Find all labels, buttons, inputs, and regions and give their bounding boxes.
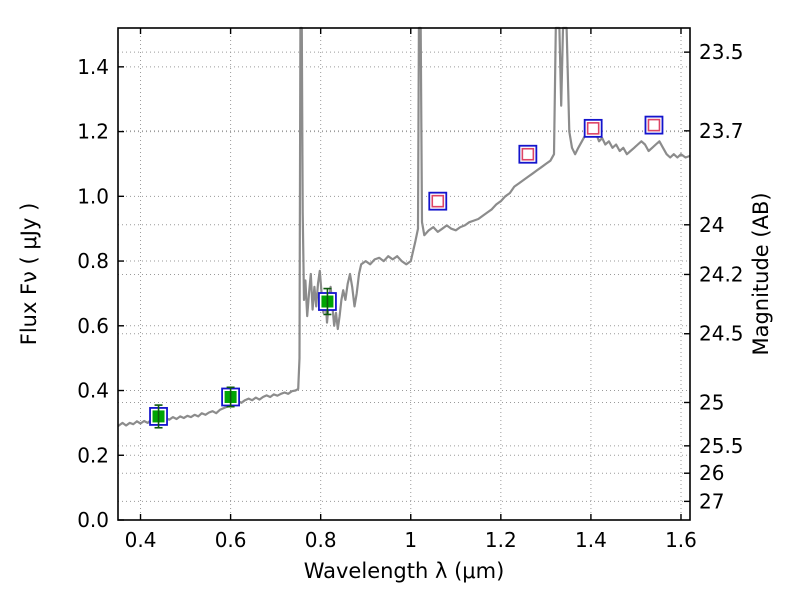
y-tick-right-label: 24.5 bbox=[699, 322, 744, 346]
y-tick-right-label: 26 bbox=[699, 461, 724, 485]
photometry-point-open bbox=[583, 118, 603, 138]
marker-inner-square bbox=[431, 194, 445, 208]
x-tick-label: 1.6 bbox=[665, 528, 697, 552]
grid bbox=[118, 28, 690, 521]
x-tick-label: 1 bbox=[404, 528, 417, 552]
photometry-point-open bbox=[644, 115, 664, 135]
y-tick-right-label: 24.2 bbox=[699, 262, 744, 286]
photometry-point-detected bbox=[318, 287, 337, 316]
photometry-point-open bbox=[518, 144, 538, 164]
photometry-point-detected bbox=[221, 386, 240, 408]
x-tick-label: 0.8 bbox=[305, 528, 337, 552]
x-tick-label: 0.6 bbox=[215, 528, 247, 552]
y-tick-right-label: 25.5 bbox=[699, 434, 744, 458]
y-tick-right-label: 24 bbox=[699, 213, 724, 237]
y-tick-left-label: 0.2 bbox=[77, 443, 109, 467]
photometry-point-detected bbox=[149, 404, 168, 429]
photometry-point-open bbox=[428, 191, 448, 211]
y-axis-label-left: Flux Fν ( μJy ) bbox=[17, 203, 41, 346]
y-tick-right-label: 27 bbox=[699, 489, 724, 513]
y-tick-left-label: 1.0 bbox=[77, 184, 109, 208]
plot-data bbox=[117, 26, 691, 429]
spectrum-line bbox=[117, 26, 691, 427]
marker-inner-square bbox=[521, 147, 535, 161]
plot-border bbox=[117, 27, 691, 521]
x-tick-label: 0.4 bbox=[125, 528, 157, 552]
y-tick-left-label: 0.4 bbox=[77, 379, 109, 403]
marker-outer-square bbox=[644, 115, 664, 135]
y-tick-left-label: 1.4 bbox=[77, 55, 109, 79]
y-tick-right-label: 25 bbox=[699, 390, 724, 414]
axes: 0.4 0.6 0.8 1 1.2 1.4 1.6 0.0 0.2 0.4 0.6 0.8 1.0 1.2… bbox=[77, 27, 744, 552]
marker-inner-square bbox=[586, 122, 600, 135]
x-tick-label: 1.2 bbox=[485, 528, 517, 552]
y-tick-right-label: 23.5 bbox=[699, 40, 744, 64]
y-tick-left-label: 1.2 bbox=[77, 120, 109, 144]
y-tick-left-label: 0.6 bbox=[77, 314, 109, 338]
marker-outer-square bbox=[428, 191, 448, 211]
y-tick-right-label: 23.7 bbox=[699, 119, 744, 143]
x-axis-label: Wavelength λ (μm) bbox=[304, 559, 505, 583]
marker-outer-square bbox=[583, 118, 603, 138]
y-axis-label-right: Magnitude (AB) bbox=[749, 192, 773, 355]
marker-inner-square bbox=[647, 118, 661, 132]
marker-outer-square bbox=[518, 144, 538, 164]
y-tick-left-label: 0.0 bbox=[77, 508, 109, 532]
x-tick-label: 1.4 bbox=[575, 528, 607, 552]
y-tick-left-label: 0.8 bbox=[77, 249, 109, 273]
